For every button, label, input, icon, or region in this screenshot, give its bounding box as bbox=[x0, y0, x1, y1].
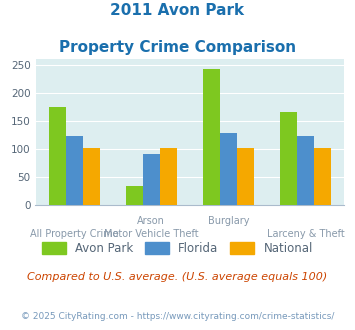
Text: Burglary: Burglary bbox=[208, 216, 249, 226]
Text: Compared to U.S. average. (U.S. average equals 100): Compared to U.S. average. (U.S. average … bbox=[27, 272, 328, 282]
Bar bbox=[49, 107, 66, 205]
Bar bbox=[203, 69, 220, 205]
Text: 2011 Avon Park: 2011 Avon Park bbox=[110, 3, 245, 18]
Bar bbox=[314, 148, 331, 205]
Legend: Avon Park, Florida, National: Avon Park, Florida, National bbox=[37, 237, 318, 260]
Bar bbox=[83, 148, 100, 205]
Text: Larceny & Theft: Larceny & Theft bbox=[267, 229, 345, 239]
Text: Motor Vehicle Theft: Motor Vehicle Theft bbox=[104, 229, 199, 239]
Bar bbox=[143, 154, 160, 205]
Bar bbox=[66, 137, 83, 205]
Bar bbox=[297, 137, 314, 205]
Bar bbox=[280, 113, 297, 205]
Bar bbox=[126, 186, 143, 205]
Text: Arson: Arson bbox=[137, 216, 165, 226]
Text: © 2025 CityRating.com - https://www.cityrating.com/crime-statistics/: © 2025 CityRating.com - https://www.city… bbox=[21, 312, 334, 321]
Text: All Property Crime: All Property Crime bbox=[30, 229, 119, 239]
Bar bbox=[220, 133, 237, 205]
Bar bbox=[237, 148, 254, 205]
Text: Property Crime Comparison: Property Crime Comparison bbox=[59, 40, 296, 54]
Bar bbox=[160, 148, 177, 205]
